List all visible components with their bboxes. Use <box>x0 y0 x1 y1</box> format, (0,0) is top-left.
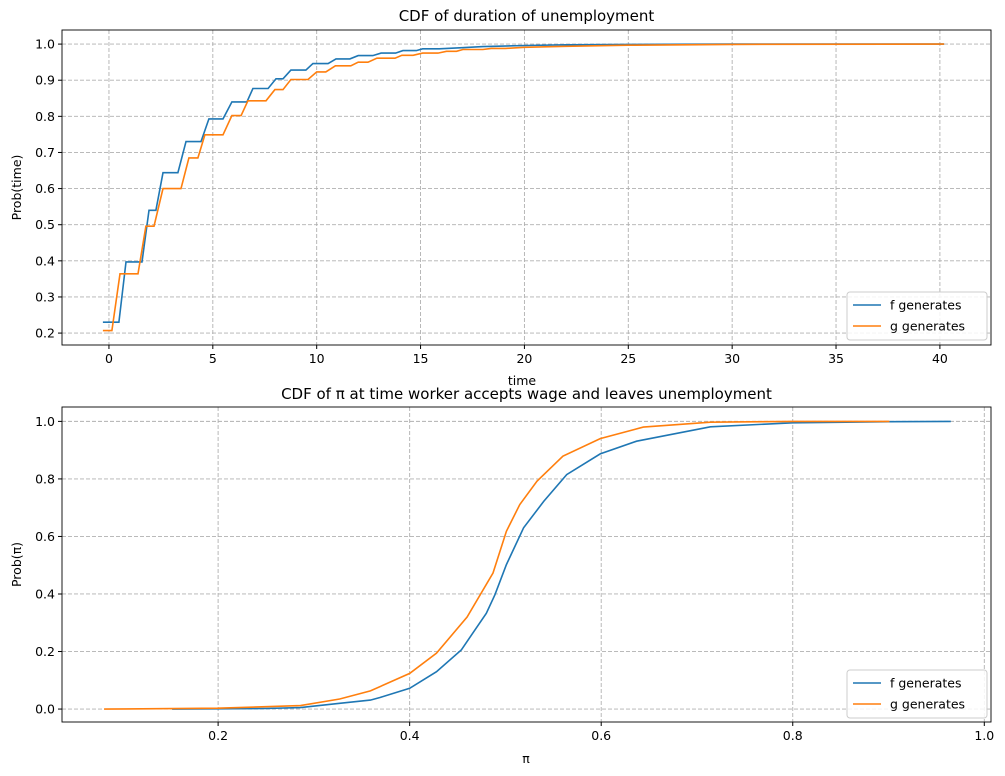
x-tick-label: 15 <box>413 351 429 366</box>
axes-frame <box>61 29 992 346</box>
y-axis-label: Prob(time) <box>9 155 24 221</box>
series-line-f-generates <box>102 43 945 324</box>
y-tick-label: 0.7 <box>35 145 55 160</box>
y-tick-label: 0.2 <box>35 326 55 341</box>
y-axis-label: Prob(π) <box>9 542 24 587</box>
x-tick-label: 20 <box>516 351 532 366</box>
x-axis-label: time <box>508 373 537 388</box>
y-tick-label: 0.6 <box>35 181 55 196</box>
chart-title: CDF of π at time worker accepts wage and… <box>281 385 772 403</box>
legend-box <box>846 291 988 341</box>
series-line-f-generates <box>172 420 951 710</box>
y-tick-label: 0.3 <box>35 289 55 304</box>
y-tick-label: 0.0 <box>35 702 55 717</box>
x-tick-label: 0.8 <box>783 728 803 743</box>
x-tick-label: 40 <box>932 351 948 366</box>
x-tick-label: 0.4 <box>400 728 420 743</box>
x-axis-label: π <box>522 751 530 766</box>
series-line-g-generates <box>104 420 890 710</box>
x-tick-label: 30 <box>724 351 740 366</box>
x-tick-label: 10 <box>309 351 325 366</box>
x-tick-label: 0 <box>105 351 113 366</box>
y-tick-label: 0.6 <box>35 529 55 544</box>
x-tick-label: 25 <box>620 351 636 366</box>
x-tick-label: 0.6 <box>591 728 611 743</box>
x-tick-label: 0.2 <box>208 728 228 743</box>
x-tick-label: 35 <box>828 351 844 366</box>
y-tick-label: 0.4 <box>35 586 55 601</box>
legend-box <box>846 669 988 719</box>
legend: f generates g generates <box>846 669 988 719</box>
legend-label: g generates <box>890 697 965 712</box>
legend-label: g generates <box>890 319 965 334</box>
legend-label: f generates <box>890 676 962 691</box>
y-tick-label: 0.8 <box>35 471 55 486</box>
axes-frame <box>61 406 992 723</box>
chart-title: CDF of duration of unemployment <box>399 7 655 25</box>
subplot-1: 0 5 10 15 20 25 30 35 40 0.2 0.3 0.4 0.5 0.6 0.7 0.8 0.9… <box>9 7 992 388</box>
y-tick-label: 0.2 <box>35 644 55 659</box>
y-tick-label: 0.9 <box>35 73 55 88</box>
y-tick-label: 1.0 <box>35 414 55 429</box>
y-tick-label: 0.4 <box>35 253 55 268</box>
subplot-2: 0.2 0.4 0.6 0.8 1.0 0.0 0.2 0.4 0.6 0.8 1.0 CDF of … <box>9 385 994 766</box>
series-line-g-generates <box>102 43 945 332</box>
x-tick-label: 1.0 <box>974 728 994 743</box>
y-tick-label: 0.8 <box>35 109 55 124</box>
y-tick-label: 0.5 <box>35 217 55 232</box>
x-tick-label: 5 <box>209 351 217 366</box>
y-tick-label: 1.0 <box>35 37 55 52</box>
legend-label: f generates <box>890 298 962 313</box>
legend: f generates g generates <box>846 291 988 341</box>
